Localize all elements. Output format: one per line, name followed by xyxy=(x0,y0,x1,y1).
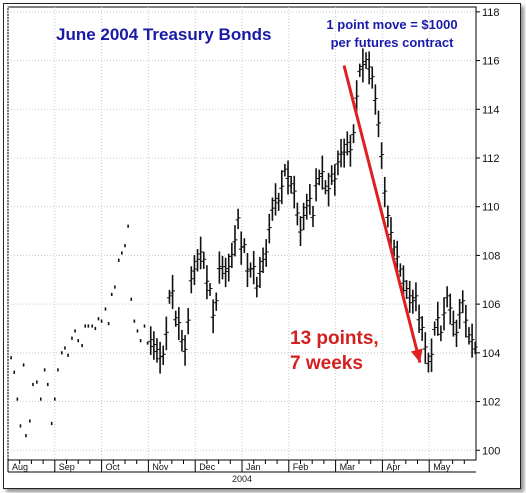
price-bar xyxy=(43,368,46,372)
price-bar xyxy=(36,380,38,384)
y-tick-label: 114 xyxy=(482,104,500,116)
price-bar xyxy=(133,319,136,323)
price-bar xyxy=(19,424,22,428)
x-tick-label: Nov xyxy=(152,462,169,472)
price-bar xyxy=(91,324,94,328)
chart-title: June 2004 Treasury Bonds xyxy=(56,25,271,44)
x-tick-label: Mar xyxy=(340,462,356,472)
price-bar xyxy=(87,324,90,328)
price-bar xyxy=(139,339,142,343)
price-bar xyxy=(114,285,116,289)
price-bar xyxy=(117,258,120,262)
trend-arrow-line xyxy=(342,65,422,363)
price-bar xyxy=(84,324,87,328)
price-bar xyxy=(124,244,126,248)
price-bar xyxy=(16,397,19,401)
price-bar xyxy=(81,343,83,348)
y-tick-label: 100 xyxy=(482,445,500,457)
note-line-1: 1 point move = $1000 xyxy=(326,17,457,32)
price-bar xyxy=(57,368,59,372)
year-label: 2004 xyxy=(232,474,252,484)
price-bar xyxy=(143,324,146,328)
y-axis: 100 102 104 106 108 110 112 114 116 118 xyxy=(476,7,500,457)
price-bar xyxy=(64,346,66,350)
price-bar xyxy=(29,419,31,423)
price-bar xyxy=(104,307,107,311)
x-tick-label: Sep xyxy=(59,462,75,472)
x-tick-label: Aug xyxy=(12,462,28,472)
price-bar xyxy=(25,434,27,438)
trend-arrow-head xyxy=(410,348,423,363)
price-chart: 100 102 104 106 108 110 112 114 116 118 Aug Sep Oct… xyxy=(7,6,500,484)
y-tick-label: 110 xyxy=(482,202,500,214)
price-bar xyxy=(54,397,56,401)
y-tick-label: 112 xyxy=(482,153,500,165)
price-bar xyxy=(46,382,49,387)
price-bar xyxy=(50,421,53,426)
price-bar xyxy=(130,297,133,301)
price-bar xyxy=(100,319,103,323)
y-tick-label: 108 xyxy=(482,250,500,262)
x-tick-label: Jan xyxy=(246,462,261,472)
callout-line-1: 13 points, xyxy=(290,328,379,349)
price-bar xyxy=(10,356,12,360)
price-bar xyxy=(77,339,79,343)
x-axis: Aug Sep Oct Nov Dec Jan Feb Mar Apr May xyxy=(7,459,476,473)
callout-line-2: 7 weeks xyxy=(290,353,363,374)
gridlines xyxy=(7,7,476,460)
price-bar xyxy=(146,341,149,345)
price-bar xyxy=(127,224,129,228)
price-bar xyxy=(71,336,73,340)
x-tick-label: Feb xyxy=(293,462,309,472)
price-bar xyxy=(136,329,139,333)
price-bar xyxy=(61,351,63,355)
price-bar xyxy=(74,329,76,333)
price-bar xyxy=(32,382,34,387)
y-tick-label: 102 xyxy=(482,397,500,409)
y-tick-label: 104 xyxy=(482,348,500,360)
price-bar xyxy=(94,326,97,331)
y-tick-label: 118 xyxy=(482,7,500,19)
price-bar xyxy=(97,317,100,321)
chart-frame: 100 102 104 106 108 110 112 114 116 118 Aug Sep Oct… xyxy=(3,3,521,489)
x-tick-label: Apr xyxy=(386,462,400,472)
price-bar xyxy=(22,363,25,367)
note-line-2: per futures contract xyxy=(331,35,454,50)
y-tick-label: 116 xyxy=(482,56,500,68)
price-bar xyxy=(39,397,42,401)
price-bar xyxy=(110,292,113,296)
x-tick-label: Oct xyxy=(106,462,121,472)
x-tick-label: May xyxy=(433,462,451,472)
price-bar xyxy=(107,322,110,326)
price-bar xyxy=(13,370,16,374)
y-tick-label: 106 xyxy=(482,299,500,311)
price-bars xyxy=(10,48,478,438)
x-tick-label: Dec xyxy=(199,462,216,472)
price-bar xyxy=(67,353,69,357)
trend-arrow xyxy=(342,65,423,363)
price-bar xyxy=(121,251,123,255)
